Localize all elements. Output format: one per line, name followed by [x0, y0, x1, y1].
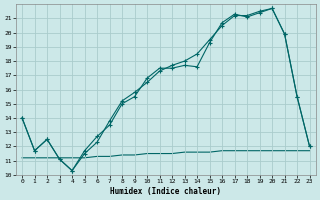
X-axis label: Humidex (Indice chaleur): Humidex (Indice chaleur) [110, 187, 221, 196]
